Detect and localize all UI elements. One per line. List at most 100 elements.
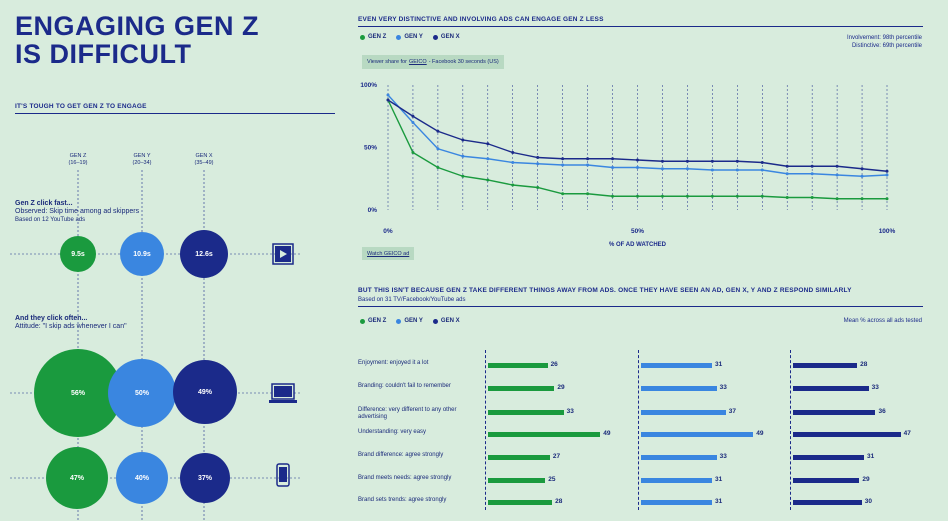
- bar-value-label: 27: [552, 453, 561, 460]
- col-range: (20–34): [132, 160, 152, 166]
- x-axis-label: % OF AD WATCHED: [609, 242, 667, 248]
- bubble-genz-mobile: 47%: [46, 447, 108, 509]
- laptop-icon: [269, 383, 297, 403]
- legend-geny: GEN Y: [396, 318, 423, 324]
- top-chart-legend: GEN Z GEN Y GEN X: [360, 34, 470, 40]
- watch-geico-ad-link[interactable]: Watch GEICO ad: [362, 247, 415, 260]
- line-point: [461, 138, 465, 142]
- line-point: [660, 194, 664, 198]
- bar-gen-z: [488, 410, 564, 415]
- bar-value-label: 47: [903, 430, 911, 437]
- bar-gen-y: [641, 386, 717, 391]
- bar-gen-z: [488, 500, 553, 505]
- bar-gen-x: [793, 386, 869, 391]
- click-often-block: And they click often... Attitude: "I ski…: [15, 315, 127, 331]
- line-point: [685, 194, 689, 198]
- bar-gen-y: [641, 363, 713, 368]
- bar-chart-note: Mean % across all ads tested: [843, 318, 922, 324]
- bar-gen-x: [793, 432, 901, 437]
- line-chart-grid: [387, 85, 888, 210]
- line-point: [486, 142, 490, 146]
- left-divider: [15, 113, 335, 114]
- line-point: [436, 129, 440, 133]
- line-point: [586, 157, 590, 161]
- line-point: [885, 169, 889, 173]
- bar-gen-y: [641, 410, 726, 415]
- line-point: [710, 159, 714, 163]
- line-point: [810, 164, 814, 168]
- line-point: [611, 157, 615, 161]
- legend-label: GEN Y: [404, 318, 423, 324]
- line-point: [636, 166, 639, 169]
- col-range: (35–49): [194, 160, 214, 166]
- bar-column-separator: [638, 350, 639, 510]
- bar-gen-z: [488, 432, 601, 437]
- bar-value-label: 33: [566, 408, 574, 415]
- line-point: [536, 162, 540, 166]
- legend-label: GEN Z: [368, 34, 387, 40]
- viewer-share-suffix: - Facebook 30 seconds (US): [428, 59, 499, 65]
- top-chart-notes: Involvement: 98th percentile Distinctive…: [847, 34, 922, 50]
- bar-value-label: 33: [719, 453, 727, 460]
- line-point: [760, 161, 764, 164]
- video-play-icon: [272, 243, 294, 265]
- note-involvement: Involvement: 98th percentile: [846, 35, 922, 41]
- bar-gen-x: [793, 500, 862, 505]
- line-point: [461, 174, 465, 178]
- geico-link[interactable]: GEICO: [408, 59, 427, 65]
- line-point: [536, 186, 540, 189]
- bar-value-label: 31: [715, 498, 723, 505]
- line-series-gen-y: [387, 94, 888, 177]
- bar-value-label: 30: [864, 498, 872, 505]
- line-point: [486, 178, 490, 182]
- y-tick-label: 100%: [360, 82, 377, 89]
- legend-genx: GEN X: [432, 318, 460, 324]
- bar-value-label: 31: [715, 476, 723, 483]
- legend-geny: GEN Y: [396, 34, 423, 40]
- col-name: GEN Y: [133, 153, 151, 159]
- line-point: [511, 183, 515, 187]
- line-point: [411, 114, 415, 118]
- line-point: [735, 159, 739, 163]
- line-point: [436, 166, 440, 169]
- line-chart-ticks: 100% 50% 0% 0% 50% 100% % OF AD WATCHED: [360, 82, 895, 248]
- bar-value-label: 31: [867, 453, 875, 460]
- line-point: [636, 158, 639, 162]
- bar-gen-y: [641, 455, 717, 460]
- line-point: [860, 174, 864, 178]
- line-point: [885, 173, 889, 177]
- legend-dot: [432, 34, 438, 40]
- line-point: [461, 154, 465, 158]
- bar-gen-x: [793, 410, 876, 415]
- viewer-share-label: Viewer share for GEICO - Facebook 30 sec…: [362, 55, 504, 69]
- category-label: Brand sets trends: agree strongly: [358, 497, 447, 503]
- note-distinctive: Distinctive: 69th percentile: [851, 43, 922, 49]
- line-point: [561, 163, 565, 167]
- col-name: GEN X: [195, 153, 213, 159]
- bar-value-label: 25: [548, 476, 556, 483]
- bar-gen-x: [793, 455, 865, 460]
- bar-gen-x: [793, 478, 860, 483]
- line-point: [411, 151, 415, 154]
- legend-dot: [360, 34, 365, 40]
- bubble-genz-laptop: 56%: [34, 349, 122, 437]
- bar-value-label: 37: [728, 408, 736, 415]
- bar-gen-x: [793, 363, 858, 368]
- click-fast-sub1: Observed: Skip time among ad skippers: [15, 208, 140, 215]
- line-point: [660, 167, 664, 171]
- top-chart-divider: [358, 26, 923, 27]
- bubble-geny-mobile: 40%: [116, 452, 168, 504]
- click-fast-sub2: Based on 12 YouTube ads: [15, 217, 86, 223]
- line-point: [536, 156, 540, 159]
- category-label: Branding: couldn't fail to remember: [358, 383, 451, 389]
- line-point: [810, 196, 814, 199]
- title-line-1: ENGAGING GEN Z: [15, 11, 260, 41]
- page-title: ENGAGING GEN Z IS DIFFICULT: [15, 12, 259, 68]
- line-point: [611, 194, 615, 198]
- bar-gen-z: [488, 363, 548, 368]
- x-tick-label: 100%: [879, 228, 896, 235]
- category-label: Enjoyment: enjoyed it a lot: [358, 360, 429, 366]
- x-tick-label: 50%: [631, 228, 644, 235]
- bar-chart-legend: GEN Z GEN Y GEN X: [360, 318, 470, 324]
- line-point: [735, 168, 739, 172]
